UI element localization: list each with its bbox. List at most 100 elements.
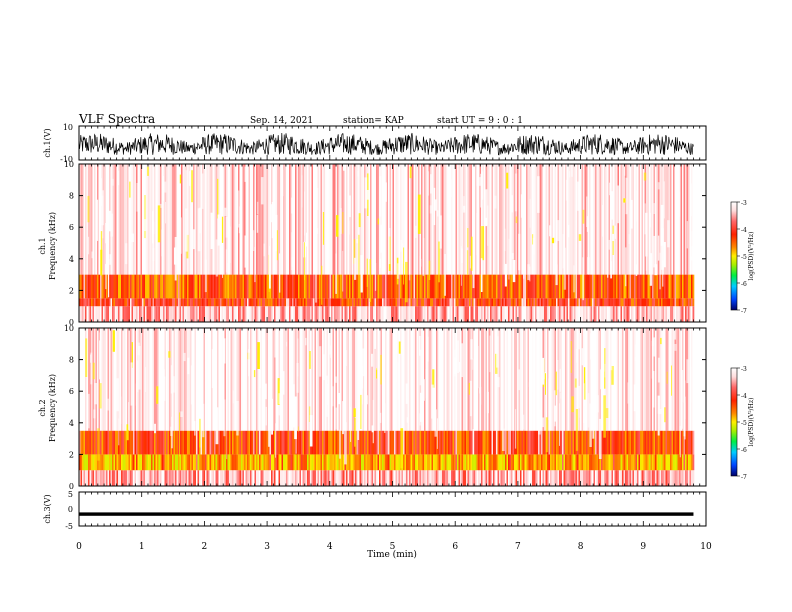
spectrogram-cell [421, 454, 423, 471]
spectrogram-cell [370, 454, 372, 471]
spectrogram-cell [98, 274, 101, 299]
spectrogram-cell [566, 164, 569, 275]
spectrogram-cell [455, 328, 458, 431]
spectrogram-cell [212, 164, 215, 275]
spectrogram-cell [500, 430, 503, 455]
spectrogram-cell [169, 298, 171, 307]
spectrogram-cell [140, 164, 143, 275]
spectrogram-cell [460, 306, 462, 322]
spectrogram-cell [97, 328, 99, 431]
spectrogram-cell [607, 164, 609, 275]
spectrogram-cell [217, 328, 219, 431]
spectrogram-cell [473, 298, 476, 307]
spectrogram-cell [382, 274, 384, 299]
spectrogram-cell [248, 430, 251, 455]
spectrogram-streak [194, 421, 196, 436]
spectrogram-cell [635, 470, 638, 486]
spectrogram-cell [662, 454, 665, 471]
spectrogram-cell [134, 454, 137, 471]
spectrogram-cell [530, 274, 533, 299]
spectrogram-cell [280, 306, 282, 322]
spectrogram-cell [494, 430, 497, 455]
spectrogram-cell [598, 298, 600, 307]
spectrogram-cell [221, 298, 224, 307]
spectrogram-cell [470, 298, 473, 307]
spectrogram-cell [652, 306, 654, 322]
spectrogram-cell [646, 298, 648, 307]
spectrogram-cell [397, 470, 399, 486]
spectrogram-cell [89, 454, 92, 471]
spectrogram-cell [622, 306, 624, 322]
spectrogram-cell [647, 454, 650, 471]
spectrogram-cell [418, 328, 420, 431]
spectrogram-cell [590, 470, 593, 486]
spectrogram-cell [494, 328, 497, 431]
spectrogram-cell [481, 306, 483, 322]
spectrogram-cell [182, 470, 185, 486]
spectrogram-cell [337, 298, 339, 307]
spectrogram-streak [592, 394, 596, 419]
spectrogram-cell [152, 454, 155, 471]
spectrogram-cell [445, 298, 447, 307]
spectrogram-streak [577, 330, 581, 350]
spectrogram-cell [622, 430, 624, 455]
spectrogram-cell [467, 328, 470, 431]
spectrogram-cell [416, 328, 419, 431]
spectrogram-cell [646, 306, 648, 322]
spectrogram-cell [451, 164, 453, 275]
spectrogram-cell [197, 470, 200, 486]
spectrogram-cell [589, 470, 591, 486]
spectrogram-cell [689, 454, 692, 471]
spectrogram-streak [114, 392, 117, 415]
spectrogram-cell [220, 298, 222, 307]
spectrogram-cell [605, 274, 608, 299]
spectrogram-cell [467, 454, 470, 471]
spectrogram-cell [305, 306, 308, 322]
spectrogram-cell [113, 328, 116, 431]
spectrogram-cell [196, 470, 198, 486]
spectrogram-cell [241, 328, 243, 431]
spectrogram-cell [211, 430, 213, 455]
spectrogram-cell [485, 306, 488, 322]
spectrogram-cell [217, 298, 219, 307]
spectrogram-cell [662, 298, 665, 307]
spectrogram-cell [653, 454, 656, 471]
spectrogram-cell [226, 298, 228, 307]
spectrogram-cell [683, 328, 686, 431]
spectrogram-cell [565, 306, 567, 322]
spectrogram-cell [290, 298, 293, 307]
spectrogram-cell [671, 274, 674, 299]
spectrogram-cell [650, 454, 653, 471]
spectrogram-cell [434, 470, 437, 486]
spectrogram-cell [518, 164, 521, 275]
spectrogram-cell [467, 470, 470, 486]
spectrogram-cell [262, 328, 264, 431]
spectrogram-cell [461, 328, 464, 431]
spectrogram-cell [266, 328, 269, 431]
spectrogram-cell [568, 274, 570, 299]
spectrogram-cell [610, 470, 612, 486]
spectrogram-streak [243, 350, 246, 378]
spectrogram-cell [121, 164, 123, 275]
spectrogram-cell [154, 470, 156, 486]
spectrogram-cell [673, 274, 675, 299]
spectrogram-cell [266, 298, 269, 307]
spectrogram-cell [628, 274, 630, 299]
spectrogram-cell [557, 454, 560, 471]
spectrogram-cell [194, 274, 197, 299]
spectrogram-cell [187, 430, 189, 455]
spectrogram-cell [328, 470, 330, 486]
spectrogram-cell [226, 454, 228, 471]
spectrogram-cell [640, 430, 642, 455]
spectrogram-cell [415, 470, 417, 486]
spectrogram-streak [135, 383, 138, 406]
spectrogram-cell [322, 470, 324, 486]
spectrogram-cell [290, 454, 293, 471]
spectrogram-cell [508, 298, 510, 307]
spectrogram-cell [524, 164, 527, 275]
spectrogram-cell [493, 164, 495, 275]
spectrogram-cell [529, 328, 531, 431]
spectrogram-streak [531, 373, 533, 393]
spectrogram-cell [298, 274, 300, 299]
